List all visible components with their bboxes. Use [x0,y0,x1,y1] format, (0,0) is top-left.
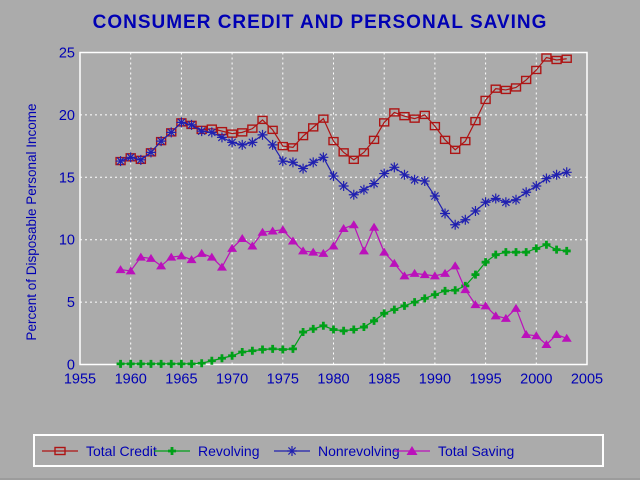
legend-label: Total Saving [438,442,515,459]
legend-label: Revolving [198,442,260,459]
y-tick-label: 0 [67,358,75,374]
x-tick-label: 1970 [216,372,248,388]
x-tick-label: 1995 [469,372,501,388]
series-total-credit [115,53,572,166]
y-tick-labels: 0 5 10 15 20 25 [59,46,75,374]
legend-item-nonrevolving: Nonrevolving [273,436,400,465]
nonrevolving-marker-icon [274,445,310,456]
x-tick-label: 1955 [64,372,96,388]
y-axis-title: Percent of Disposable Personal Income [24,103,39,340]
total-saving-marker-icon [394,445,430,455]
y-tick-label: 10 [59,233,75,249]
window-bottom-edge [0,478,640,480]
legend-item-revolving: Revolving [153,436,259,465]
x-tick-labels: 1955 1960 1965 1970 1975 1980 1985 1990 1995 2000… [64,372,603,388]
x-tick-label: 1960 [115,372,147,388]
x-tick-label: 1965 [165,372,197,388]
y-tick-label: 20 [59,108,75,124]
legend-label: Nonrevolving [318,442,400,459]
series-total-saving [115,220,572,349]
x-tick-label: 1990 [419,372,451,388]
chart-title: CONSUMER CREDIT AND PERSONAL SAVING [92,12,548,33]
total-credit-marker-icon [42,446,78,455]
x-tick-label: 1980 [317,372,349,388]
x-tick-label: 1985 [368,372,400,388]
plot-frame [79,51,588,366]
legend-item-total-credit: Total Credit [41,436,157,465]
y-tick-label: 25 [59,46,75,62]
x-tick-label: 1975 [267,372,299,388]
x-tick-label: 2005 [571,372,603,388]
revolving-marker-icon [154,446,190,455]
gridlines [80,52,587,365]
series-revolving [116,240,571,368]
y-tick-label: 15 [59,170,75,186]
legend-item-total-saving: Total Saving [393,436,514,465]
y-tick-label: 5 [67,295,75,311]
legend-label: Total Credit [86,442,157,459]
legend-box: Total Credit Revolving Nonrevolving Tota… [33,434,604,467]
series-nonrevolving [115,117,572,230]
x-tick-label: 2000 [520,372,552,388]
